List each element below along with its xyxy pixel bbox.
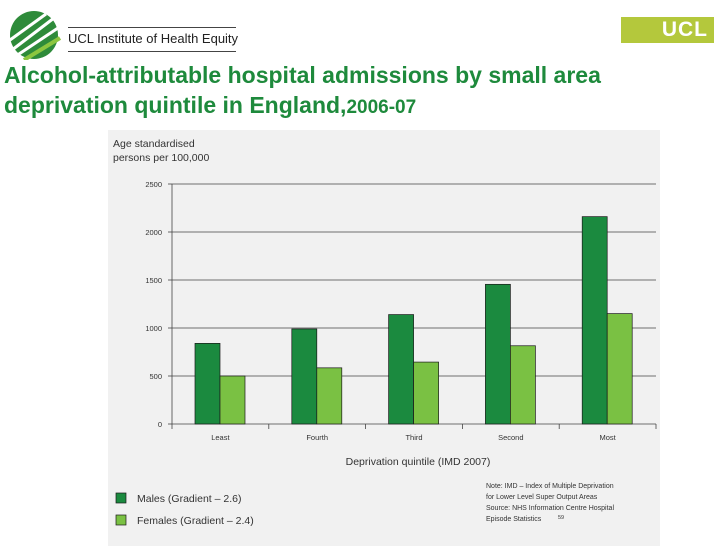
bar-females: [316, 367, 343, 425]
ucl-logo: UCL: [621, 17, 714, 43]
bar-males: [485, 283, 511, 425]
source-note-line: Episode Statistics: [486, 516, 542, 523]
x-tick-label: Third: [405, 433, 422, 442]
x-tick-label: Fourth: [306, 433, 328, 442]
bar-females: [510, 345, 536, 425]
bar-males: [581, 216, 608, 425]
logo-rule-bottom: [68, 51, 236, 52]
x-tick-label: Second: [498, 433, 523, 442]
y-tick-label: 0: [158, 420, 162, 429]
slide-title-years: 2006-07: [346, 97, 417, 118]
bar-males: [194, 343, 221, 425]
legend-swatch: [115, 514, 127, 526]
x-axis-label: Deprivation quintile (IMD 2007): [346, 456, 491, 468]
org-name: UCL Institute of Health Equity: [68, 31, 239, 46]
source-note-line: Source: NHS Information Centre Hospital: [486, 505, 614, 512]
source-note-line: Note: IMD – Index of Multiple Deprivatio…: [486, 483, 614, 490]
source-note-superscript: 59: [558, 515, 564, 521]
y-tick-label: 2000: [145, 228, 162, 237]
y-tick-label: 2500: [145, 180, 162, 189]
y-tick-label: 500: [149, 372, 162, 381]
ihe-logo-mark-icon: [9, 11, 62, 60]
y-axis-label: Age standardised: [113, 138, 195, 150]
legend-swatch: [115, 492, 127, 504]
slide-title: Alcohol-attributable hospital admissions…: [4, 60, 728, 123]
bar-males: [291, 328, 318, 425]
ihe-logo: UCL Institute of Health Equity: [6, 10, 246, 60]
source-note-line: for Lower Level Super Output Areas: [486, 494, 598, 501]
ucl-logo-text: UCL: [661, 18, 708, 41]
x-tick-label: Most: [599, 433, 616, 442]
logo-rule-top: [68, 27, 236, 28]
chart-panel: [108, 130, 660, 546]
bar-females: [219, 375, 246, 425]
y-axis-label: persons per 100,000: [113, 152, 209, 164]
legend-label: Males (Gradient – 2.6): [137, 493, 241, 505]
y-tick-label: 1000: [145, 324, 162, 333]
slide-title-main: Alcohol-attributable hospital admissions…: [4, 62, 601, 118]
bar-females: [413, 361, 439, 425]
bar-females: [606, 313, 633, 425]
y-tick-label: 1500: [145, 276, 162, 285]
bar-males: [388, 314, 414, 425]
legend-label: Females (Gradient – 2.4): [137, 515, 254, 527]
x-tick-label: Least: [211, 433, 230, 442]
